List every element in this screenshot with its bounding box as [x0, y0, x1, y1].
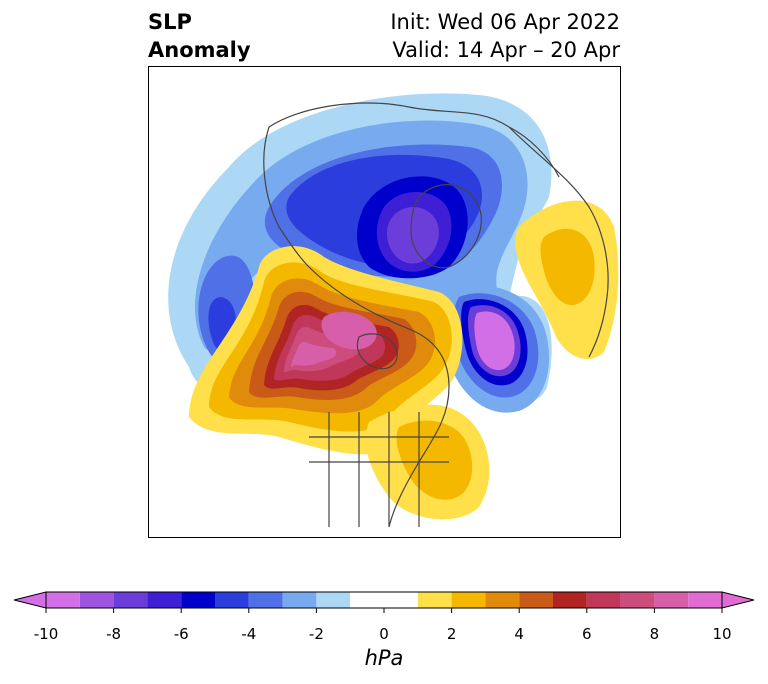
positive-anomaly-pacific: [189, 246, 463, 455]
colorbar-tick-label: -4: [241, 625, 257, 643]
anomaly-map: [148, 66, 621, 538]
coastline-arctic: [268, 102, 560, 178]
colorbar-bin: [316, 592, 351, 608]
colorbar-bin: [654, 592, 689, 608]
map-svg: [168, 93, 619, 528]
coastlines: [263, 102, 609, 528]
chart-subtitle: Init: Wed 06 Apr 2022 Valid: 14 Apr – 20…: [390, 8, 620, 64]
coastline-north-america: [308, 266, 450, 528]
colorbar-tick-label: 8: [649, 625, 660, 643]
coastline-greenland: [410, 184, 482, 269]
coastline-asia: [263, 126, 310, 268]
colorbar-bin: [519, 592, 553, 608]
valid-range: Valid: 14 Apr – 20 Apr: [392, 38, 620, 62]
init-date: Init: Wed 06 Apr 2022: [390, 10, 620, 34]
colorbar-tick-label: -10: [33, 625, 59, 643]
colorbar-bin: [417, 592, 452, 608]
colorbar-bin: [215, 592, 249, 608]
colorbar-under-triangle: [13, 591, 47, 609]
colorbar-bin: [282, 592, 317, 608]
colorbar-tick-label: 0: [379, 625, 389, 643]
colorbar-tick-label: -6: [173, 625, 189, 643]
colorbar-bin: [46, 592, 80, 608]
contour-eu-2: [540, 228, 595, 306]
colorbar-bin: [688, 592, 722, 608]
colorbar-bin: [181, 592, 215, 608]
colorbar-tick-label: -2: [308, 625, 324, 643]
colorbar-bin: [79, 592, 114, 608]
title-variable: SLP: [148, 10, 192, 34]
colorbar-tick-label: -8: [106, 625, 122, 643]
coastline-hudson: [356, 333, 398, 370]
colorbar-bin: [586, 592, 621, 608]
contour-east-2: [396, 420, 473, 500]
coastline-europe: [508, 126, 609, 358]
contour-atl-5: [474, 311, 515, 371]
colorbar-bin: [553, 592, 587, 608]
colorbar-bin: [113, 592, 148, 608]
colorbar-tick-label: 10: [712, 625, 732, 643]
contour-neg-9: [386, 206, 439, 264]
colorbar-over-triangle: [721, 591, 755, 609]
negative-anomaly-atlantic: [442, 285, 550, 413]
title-field: Anomaly: [148, 38, 251, 62]
colorbar-bins: [46, 592, 722, 608]
colorbar: [13, 591, 755, 613]
colorbar-tick-label: 6: [582, 625, 592, 643]
colorbar-bin: [350, 592, 418, 608]
colorbar-units: hPa: [364, 646, 404, 670]
chart-title: SLP Anomaly: [148, 8, 251, 64]
contour-pos-8: [291, 342, 337, 367]
contour-pos-9: [321, 311, 377, 350]
colorbar-bin: [620, 592, 655, 608]
colorbar-bin: [485, 592, 520, 608]
colorbar-bin: [248, 592, 283, 608]
coastline-us-grid: [309, 412, 449, 527]
colorbar-tick-label: 4: [514, 625, 524, 643]
colorbar-tick-label: 2: [446, 625, 457, 643]
positive-anomaly-europe: [515, 200, 619, 360]
colorbar-bin: [451, 592, 486, 608]
colorbar-bin: [147, 592, 182, 608]
